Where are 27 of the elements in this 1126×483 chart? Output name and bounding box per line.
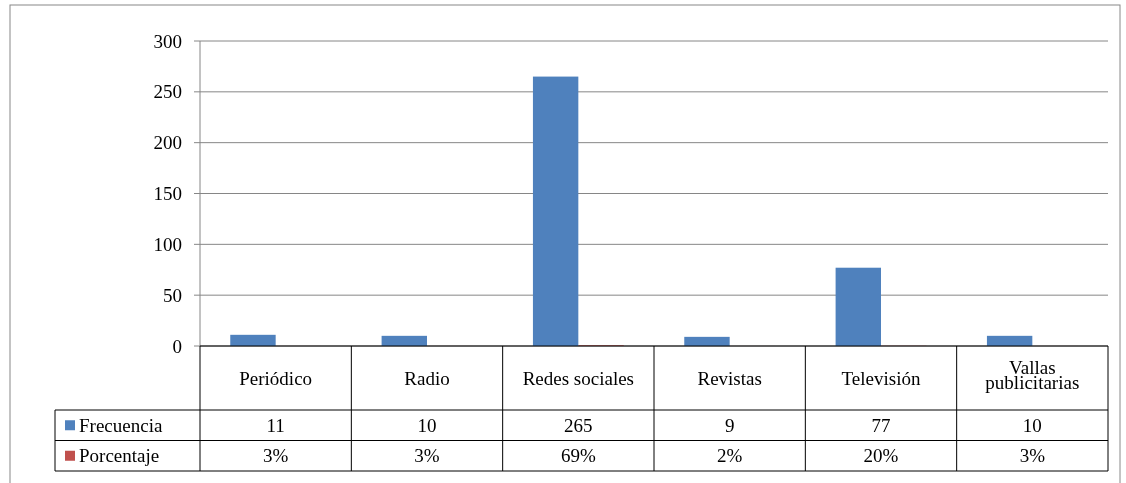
data-label: 10 xyxy=(1022,414,1042,436)
data-label: 10 xyxy=(417,414,437,436)
data-label: 3% xyxy=(414,445,440,467)
data-label: 9 xyxy=(724,414,735,436)
x-tick-label: Televisión xyxy=(841,367,921,389)
data-label: 69% xyxy=(560,445,596,467)
data-label: 2% xyxy=(717,445,743,467)
y-tick-label: 300 xyxy=(153,30,182,52)
x-tick-label: Revistas xyxy=(697,367,762,389)
y-tick-label: 250 xyxy=(153,81,182,103)
data-label: 3% xyxy=(1019,445,1046,467)
y-tick-label: 100 xyxy=(153,233,182,255)
y-tick-label: 0 xyxy=(172,335,182,357)
y-tick-label: 200 xyxy=(153,132,182,154)
x-tick-label: Redes sociales xyxy=(522,367,634,389)
data-label: 11 xyxy=(266,414,285,436)
legend-label: Frecuencia xyxy=(79,414,163,436)
legend-label: Porcentaje xyxy=(79,445,160,467)
x-tick-label: Vallas publicitarias xyxy=(985,356,1080,393)
x-tick-label: Radio xyxy=(404,367,450,389)
y-tick-label: 150 xyxy=(153,183,182,205)
data-label: 77 xyxy=(871,414,891,436)
data-label: 265 xyxy=(564,414,593,436)
x-tick-label: Periódico xyxy=(239,367,313,389)
data-label: 20% xyxy=(863,445,899,467)
y-tick-label: 50 xyxy=(163,284,182,306)
data-label: 3% xyxy=(263,445,289,467)
